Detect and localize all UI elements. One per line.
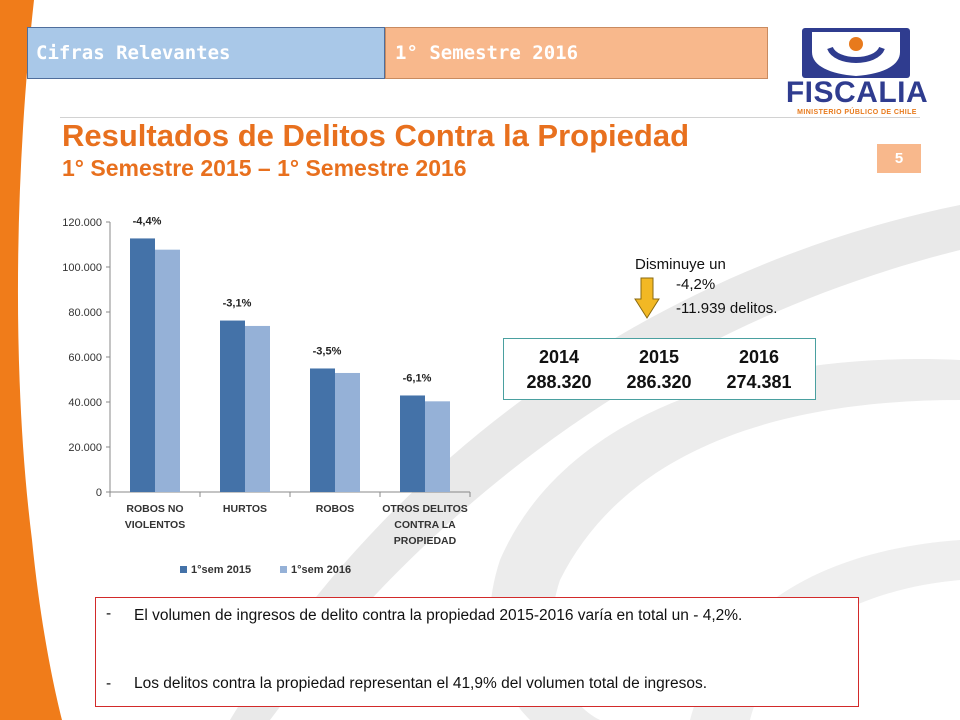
y-tick-label: 120.000 [62,217,102,229]
page-number-badge: 5 [877,144,921,173]
y-tick-label: 80.000 [68,307,102,319]
bar-change-label: -4,4% [133,215,162,227]
bar-chart: 0 20.000 40.000 60.000 80.000 100.000 120.000 -… [62,215,471,576]
y-tick-label: 20.000 [68,442,102,454]
legend-swatch [180,566,187,573]
x-category-label: VIOLENTOS [125,519,185,531]
legend-label: 1°sem 2015 [191,564,251,576]
year-label: 2016 [738,347,780,367]
year-label: 2014 [538,347,580,367]
period-header: 1° Semestre 2016 [385,27,768,79]
down-arrow-icon [634,277,660,319]
legend-label: 1°sem 2016 [291,564,351,576]
decrease-percent: -4,2% [676,276,716,293]
y-tick-label: 40.000 [68,397,102,409]
year-label: 2015 [638,347,680,367]
bar-change-label: -3,1% [223,298,252,310]
x-category-label: OTROS DELITOS [382,503,468,515]
bullet-text: Los delitos contra la propiedad represen… [134,675,708,692]
bar [245,325,270,492]
yearly-totals-box: 2014 2015 2016 288.320 286.320 274.381 [503,338,816,400]
bar [220,320,245,492]
legend-swatch [280,566,287,573]
y-tick-label: 0 [96,487,102,499]
bar [310,368,335,492]
page-title: Resultados de Delitos Contra la Propieda… [62,118,690,153]
year-total: 288.320 [526,372,592,392]
logo-tagline: MINISTERIO PÚBLICO DE CHILE [797,109,917,116]
x-category-label: CONTRA LA [394,519,456,531]
x-category-label: ROBOS [316,503,355,515]
bar [425,401,450,492]
decrease-note: Disminuye un [635,256,726,273]
y-tick-label: 60.000 [68,352,102,364]
bullet-dash: - [106,675,112,692]
x-category-label: PROPIEDAD [394,535,457,547]
y-tick-label: 100.000 [62,262,102,274]
bar-change-label: -6,1% [403,372,432,384]
bar [155,249,180,492]
year-total: 274.381 [726,372,792,392]
year-total: 286.320 [626,372,692,392]
bullet-dash: - [106,605,112,622]
title-divider [60,117,920,118]
bar-change-label: -3,5% [313,345,342,357]
bar [130,238,155,492]
x-category-label: ROBOS NO [126,503,183,515]
decrease-count: -11.939 delitos. [676,300,778,317]
x-category-label: HURTOS [223,503,267,515]
section-header: Cifras Relevantes [27,27,385,79]
fiscalia-logo: FISCALIA MINISTERIO PÚBLICO DE CHILE [772,22,942,118]
bullet-text: El volumen de ingresos de delito contra … [134,607,743,624]
bar [335,372,360,492]
summary-box: - El volumen de ingresos de delito contr… [95,597,859,707]
page-subtitle: 1° Semestre 2015 – 1° Semestre 2016 [62,155,467,181]
logo-wordmark: FISCALIA [785,76,929,109]
bar [400,395,425,492]
scales-emblem-icon [802,28,910,78]
